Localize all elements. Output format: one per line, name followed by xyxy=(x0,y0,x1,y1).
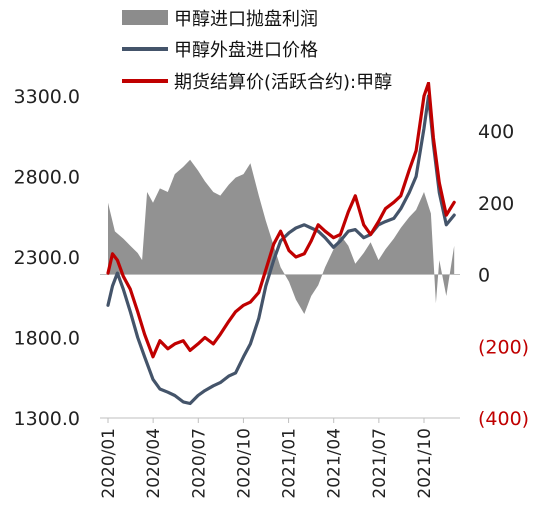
right-tick-label: 0 xyxy=(478,265,490,287)
left-tick-label: 3300.0 xyxy=(14,86,80,108)
left-tick-label: 1300.0 xyxy=(14,408,80,430)
x-tick-label: 2020/01 xyxy=(99,428,119,499)
x-tick-label: 2021/10 xyxy=(415,428,435,499)
x-tick-label: 2020/07 xyxy=(189,428,209,499)
legend-label-futures-price: 期货结算价(活跃合约):甲醇 xyxy=(174,72,392,93)
legend: 甲醇进口抛盘利润 甲醇外盘进口价格 期货结算价(活跃合约):甲醇 xyxy=(122,9,392,93)
series-import-price-line xyxy=(106,94,456,406)
legend-swatch-profit xyxy=(122,10,168,25)
x-axis: 2020/01 2020/04 2020/07 2020/10 2021/01 2021/… xyxy=(99,418,435,499)
price-lines-layer xyxy=(106,82,456,406)
right-tick-label: 200 xyxy=(478,193,514,215)
left-tick-label: 1800.0 xyxy=(14,328,80,350)
series-futures-price-line xyxy=(106,82,456,359)
right-tick-label: (400) xyxy=(478,408,529,430)
x-tick-label: 2020/10 xyxy=(234,428,254,499)
legend-label-import-price: 甲醇外盘进口价格 xyxy=(174,40,318,61)
x-tick-label: 2021/01 xyxy=(280,428,300,499)
legend-label-profit: 甲醇进口抛盘利润 xyxy=(174,9,318,30)
profit-area-layer xyxy=(108,159,455,314)
x-tick-label: 2021/04 xyxy=(325,428,345,499)
x-tick-label: 2021/07 xyxy=(370,428,390,499)
series-profit-area xyxy=(108,159,455,314)
x-tick-label: 2020/04 xyxy=(144,428,164,499)
left-axis: 3300.0 2800.0 2300.0 1800.0 1300.0 xyxy=(14,86,80,430)
right-tick-label: 400 xyxy=(478,121,514,143)
left-tick-label: 2800.0 xyxy=(14,167,80,189)
right-tick-label: (200) xyxy=(478,336,529,358)
right-axis: 400 200 0 (200) (400) xyxy=(478,121,529,430)
left-tick-label: 2300.0 xyxy=(14,247,80,269)
